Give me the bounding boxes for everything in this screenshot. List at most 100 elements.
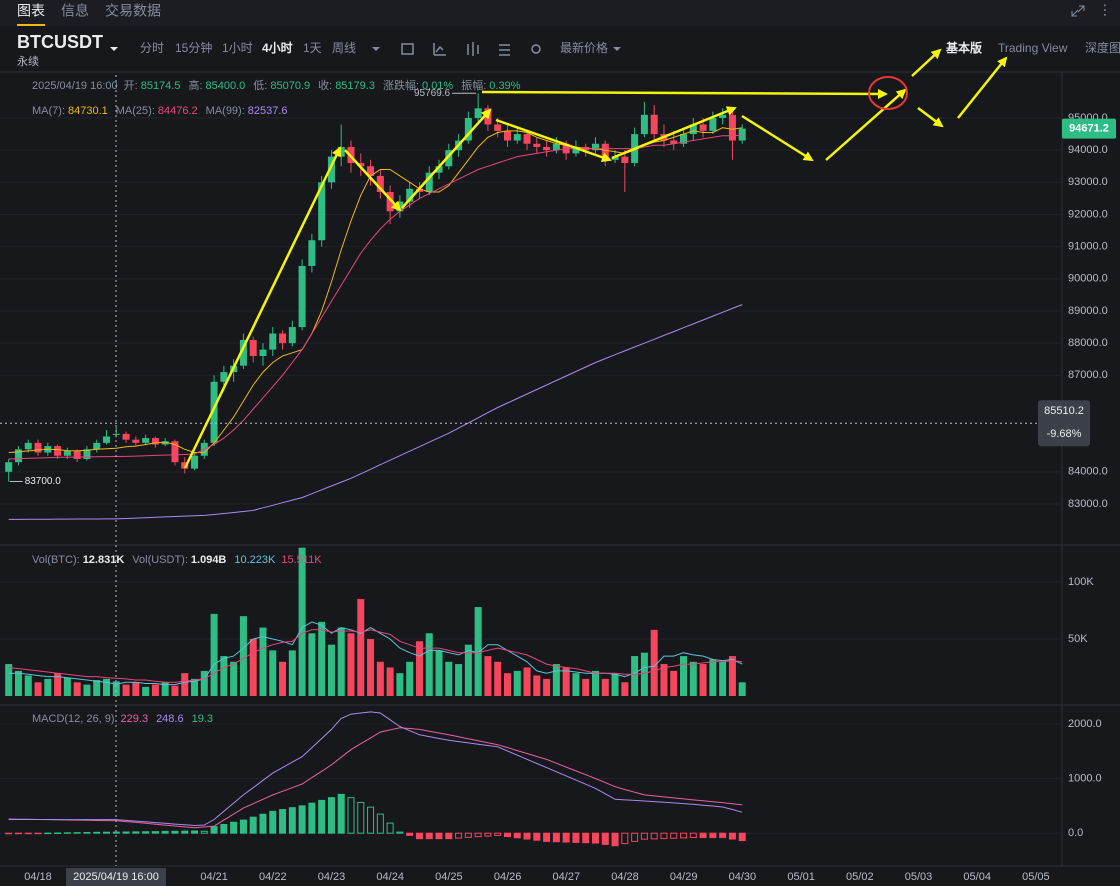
candle-body [494, 124, 502, 131]
arrow [957, 56, 1008, 119]
symbol[interactable]: BTCUSDT [17, 32, 103, 52]
macd-bar [337, 793, 345, 834]
candle-body [738, 128, 746, 141]
price-type[interactable]: 最新价格 [560, 40, 608, 55]
tab[interactable]: 图表 [17, 3, 45, 19]
tab[interactable]: 交易数据 [105, 3, 161, 19]
candle-body [445, 150, 453, 167]
interval[interactable]: 1天 [303, 41, 322, 55]
volume-bar [709, 659, 717, 696]
crosshair-time-box [66, 868, 166, 886]
candle-body [318, 182, 326, 241]
volume-bar [103, 678, 110, 696]
volume-bar [455, 664, 463, 696]
candle-body [680, 134, 688, 144]
macd-bar [288, 807, 296, 834]
candle-body [5, 462, 13, 472]
volume-bar [93, 680, 101, 696]
volume-bar [543, 678, 551, 696]
macd-bar [670, 832, 678, 839]
macd-bar [239, 819, 247, 834]
macd-bar [513, 832, 521, 839]
macd-bar [572, 832, 580, 843]
x-tick-label: 05/04 [963, 871, 991, 883]
tab[interactable]: 信息 [61, 3, 89, 19]
volume-bar [5, 664, 13, 696]
x-tick-label: 04/28 [611, 871, 639, 883]
volume-bar [376, 661, 384, 696]
x-tick-label: 04/25 [435, 871, 463, 883]
annotations [183, 48, 1008, 469]
ma-line [8, 304, 743, 520]
collapse-icon[interactable] [1071, 5, 1085, 17]
legend-text: 10.223K [234, 554, 276, 566]
macd-bar [83, 831, 91, 834]
volume-bar [308, 633, 316, 696]
x-tick-label: 04/24 [376, 871, 404, 883]
macd-bar [503, 832, 511, 838]
view[interactable]: Trading View [998, 41, 1068, 55]
macd-bar [357, 801, 365, 834]
macd-bar [699, 832, 707, 839]
interval-caret[interactable] [372, 47, 380, 51]
candle-body [93, 442, 101, 450]
tab-bar [0, 0, 1120, 26]
more-icon[interactable]: ⋮ [1098, 2, 1112, 18]
symbol-caret[interactable] [110, 47, 118, 51]
macd-bar [181, 830, 189, 834]
volume-bar [523, 667, 531, 696]
interval[interactable]: 周线 [332, 41, 356, 55]
macd-bar [689, 832, 697, 839]
candle-body [298, 265, 306, 328]
macd-bar [249, 816, 257, 834]
view[interactable]: 深度图 [1085, 40, 1120, 55]
candle-body [63, 450, 71, 456]
macd-bar [611, 832, 619, 847]
x-tick-label: 04/21 [200, 871, 228, 883]
candle-body [621, 156, 629, 164]
interval[interactable]: 1小时 [222, 41, 253, 55]
x-tick-label: 05/05 [1022, 871, 1050, 883]
candle-body [181, 462, 189, 469]
volume-bar [494, 661, 502, 696]
legend-text: 85179.3 [335, 80, 375, 92]
y-tick-label: 50K [1068, 633, 1088, 645]
candle-body [376, 175, 384, 192]
volume-bar [425, 633, 433, 696]
candle-body [327, 156, 335, 183]
view[interactable]: 基本版 [945, 40, 982, 55]
interval-active[interactable]: 4小时 [262, 40, 293, 55]
macd-bar [523, 832, 531, 840]
interval[interactable]: 分时 [140, 41, 164, 55]
y-tick-label: 92000.0 [1068, 208, 1108, 220]
toolbar-icons[interactable] [401, 42, 541, 56]
last-price-box [1062, 118, 1116, 139]
volume-bar [14, 670, 22, 696]
candle-body [161, 441, 169, 445]
candle-body [24, 442, 32, 450]
macd-bar [415, 832, 423, 840]
price-type-caret[interactable] [613, 47, 621, 51]
volume-bar [181, 673, 189, 696]
crosshair-change: -9.68% [1047, 428, 1082, 440]
candle-body [259, 349, 267, 357]
y-tick-label: 1000.0 [1068, 772, 1102, 784]
x-tick-label: 05/01 [787, 871, 815, 883]
macd-bar [220, 823, 228, 834]
volume-bar [396, 673, 404, 696]
macd-bar [621, 832, 629, 845]
legend-text: Vol(USDT): [132, 554, 188, 566]
volume-bar [660, 664, 668, 696]
macd-bar [396, 831, 404, 834]
candle-body [288, 327, 296, 344]
volume-ma-line [8, 629, 743, 683]
volume-bar [484, 656, 492, 696]
macd-bar [631, 832, 639, 842]
interval[interactable]: 15分钟 [175, 40, 212, 55]
x-tick-label: 04/22 [259, 871, 287, 883]
legend-text: 12.831K [83, 554, 125, 566]
macd-bar [728, 832, 736, 840]
macd-bar [464, 832, 472, 838]
macd-bar [44, 832, 52, 835]
volume-bar [200, 670, 208, 696]
